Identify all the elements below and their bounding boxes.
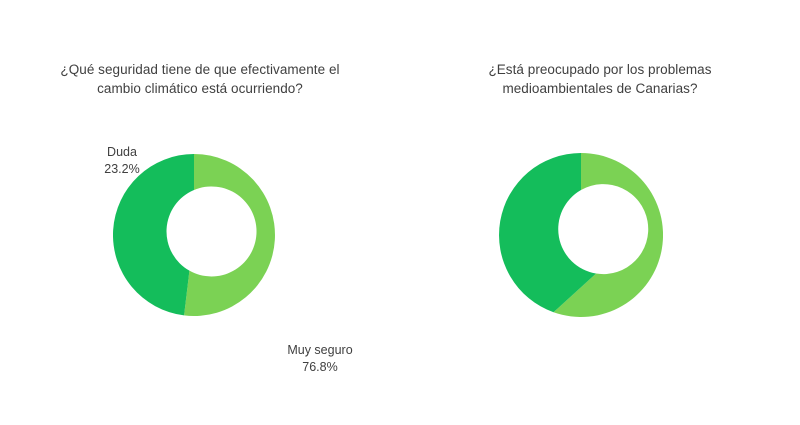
chart-panel-right: ¿Está preocupado por los problemas medio… xyxy=(400,0,800,425)
chart-title-right: ¿Está preocupado por los problemas medio… xyxy=(488,62,712,96)
slice-label-muy-seguro-value: 76.8% xyxy=(302,360,338,374)
donut-right-slice-poco-nada xyxy=(499,153,597,313)
donut-chart-right xyxy=(400,0,800,425)
donut-right-svg xyxy=(499,153,663,317)
donut-left-svg xyxy=(113,154,275,316)
donut-left-slice-duda xyxy=(113,154,194,316)
slice-label-duda-name: Duda xyxy=(107,144,137,159)
slice-label-duda-value: 23.2% xyxy=(104,162,140,176)
chart-panel-left: ¿Qué seguridad tiene de que efectivament… xyxy=(60,62,382,394)
donut-chart-left xyxy=(113,154,275,316)
slice-label-duda: Duda 23.2% xyxy=(76,126,168,196)
donut-left-slice-muy-seguro xyxy=(184,154,275,316)
slice-label-muy-seguro: Muy seguro 76.8% xyxy=(258,324,382,394)
chart-title-left: ¿Qué seguridad tiene de que efectivament… xyxy=(60,62,340,96)
slice-label-muy-seguro-name: Muy seguro xyxy=(287,342,353,357)
donut-right-slice-mucho-bastante xyxy=(553,153,663,317)
